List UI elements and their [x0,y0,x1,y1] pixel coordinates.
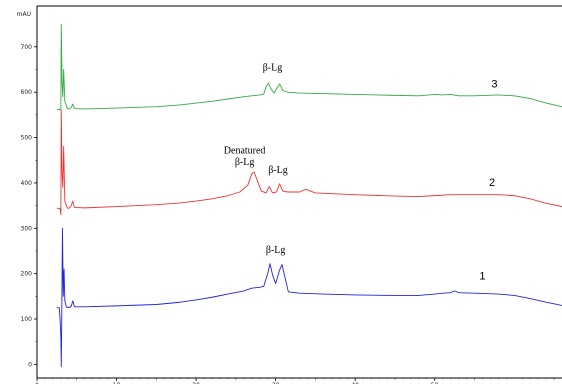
peak-annotation: Denatured [224,145,266,156]
y-tick-label: 600 [21,89,33,96]
peak-annotation: β-Lg [263,62,283,73]
y-tick-label: 700 [21,44,33,51]
series-1-line [56,227,562,368]
series-3-line [56,23,562,111]
axes: mAU 0 100 200 300 400 500 600 700 0 10 20 30 40 50 [17,5,562,384]
trace-number-label: 2 [489,177,495,189]
y-tick-label: 100 [21,316,33,323]
peak-annotation: β-Lg [268,165,288,176]
y-tick-label: 200 [21,271,33,278]
x-tick-label: 0 [35,382,39,384]
trace-number-label: 3 [491,79,497,91]
y-tick-label: 0 [28,361,32,368]
y-tick-label: 500 [21,135,33,142]
peak-annotation: β-Lg [235,157,255,168]
x-tick-label: 50 [431,382,439,384]
trace-number-label: 1 [479,271,485,283]
x-tick-label: 10 [113,382,121,384]
y-tick-label: 300 [21,225,33,232]
y-axis-unit: mAU [17,11,31,18]
x-tick-label: 40 [351,382,359,384]
peak-annotation: β-Lg [266,245,286,256]
y-tick-label: 400 [21,180,33,187]
x-tick-label: 20 [192,382,200,384]
x-tick-label: 30 [272,382,280,384]
series-2-line [56,109,562,216]
series-group [56,23,562,368]
